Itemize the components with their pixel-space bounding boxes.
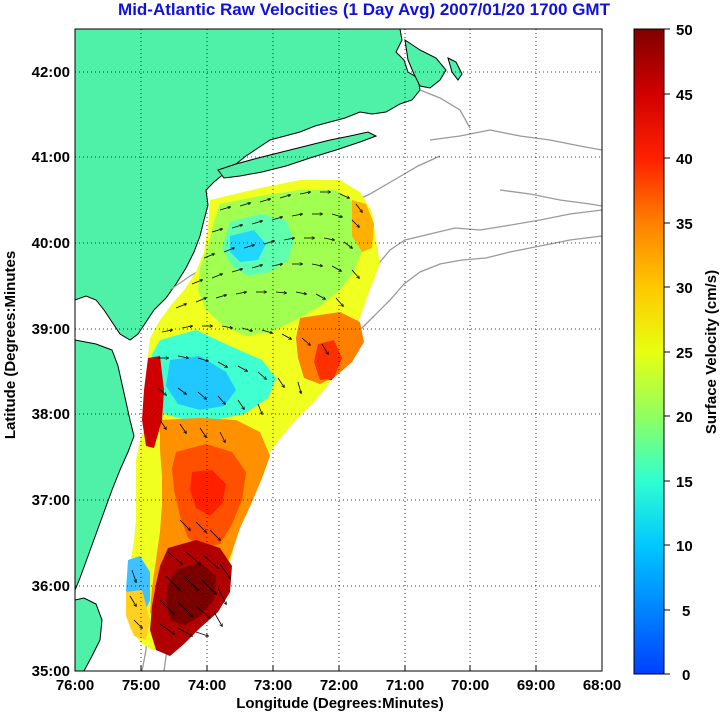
colorbar-tick-label: 5	[682, 603, 690, 620]
y-tick-label: 42:00	[32, 64, 70, 81]
colorbar: 0 5 10 15 20 25 30 35 40 45 50 Surface V…	[633, 22, 720, 684]
x-tick-label: 73:00	[254, 677, 292, 694]
x-tick-label: 71:00	[386, 677, 424, 694]
colorbar-tick-label: 30	[676, 280, 693, 297]
colorbar-tick-label: 40	[676, 151, 693, 168]
y-tick-labels: 35:00 36:00 37:00 38:00 39:00 40:00 41:0…	[32, 64, 70, 680]
x-axis-label: Longitude (Degrees:Minutes)	[236, 695, 444, 712]
y-tick-label: 35:00	[32, 663, 70, 680]
map-plot-area	[75, 29, 602, 671]
figure-title: Mid-Atlantic Raw Velocities (1 Day Avg) …	[118, 0, 611, 19]
colorbar-tick-label: 15	[676, 474, 693, 491]
y-tick-label: 38:00	[32, 406, 70, 423]
x-tick-marks	[74, 665, 603, 671]
y-tick-label: 36:00	[32, 578, 70, 595]
x-tick-labels: 76:00 75:00 74:00 73:00 72:00 71:00 70:0…	[56, 677, 621, 694]
colorbar-scale	[633, 28, 665, 675]
colorbar-label: Surface Velocity (cm/s)	[703, 270, 720, 434]
y-tick-label: 40:00	[32, 235, 70, 252]
x-tick-label: 68:00	[583, 677, 621, 694]
y-tick-label: 41:00	[32, 149, 70, 166]
velocity-vectors	[129, 192, 362, 636]
colorbar-tick-label: 45	[676, 87, 693, 104]
colorbar-tick-label: 35	[676, 216, 693, 233]
x-tick-label: 69:00	[517, 677, 555, 694]
x-tick-label: 72:00	[320, 677, 358, 694]
x-tick-label: 70:00	[451, 677, 489, 694]
colorbar-tick-label: 0	[682, 667, 690, 684]
colorbar-tick-label: 50	[676, 22, 693, 39]
y-tick-label: 37:00	[32, 492, 70, 509]
x-tick-label: 74:00	[188, 677, 226, 694]
colorbar-tick-label: 10	[676, 538, 693, 555]
y-tick-label: 39:00	[32, 321, 70, 338]
colorbar-tick-label: 25	[676, 345, 693, 362]
y-axis-label: Latitude (Degrees:Minutes	[2, 251, 19, 439]
land-mass	[75, 29, 463, 671]
colorbar-tick-label: 20	[676, 409, 693, 426]
x-tick-label: 76:00	[56, 677, 94, 694]
x-tick-label: 75:00	[122, 677, 160, 694]
